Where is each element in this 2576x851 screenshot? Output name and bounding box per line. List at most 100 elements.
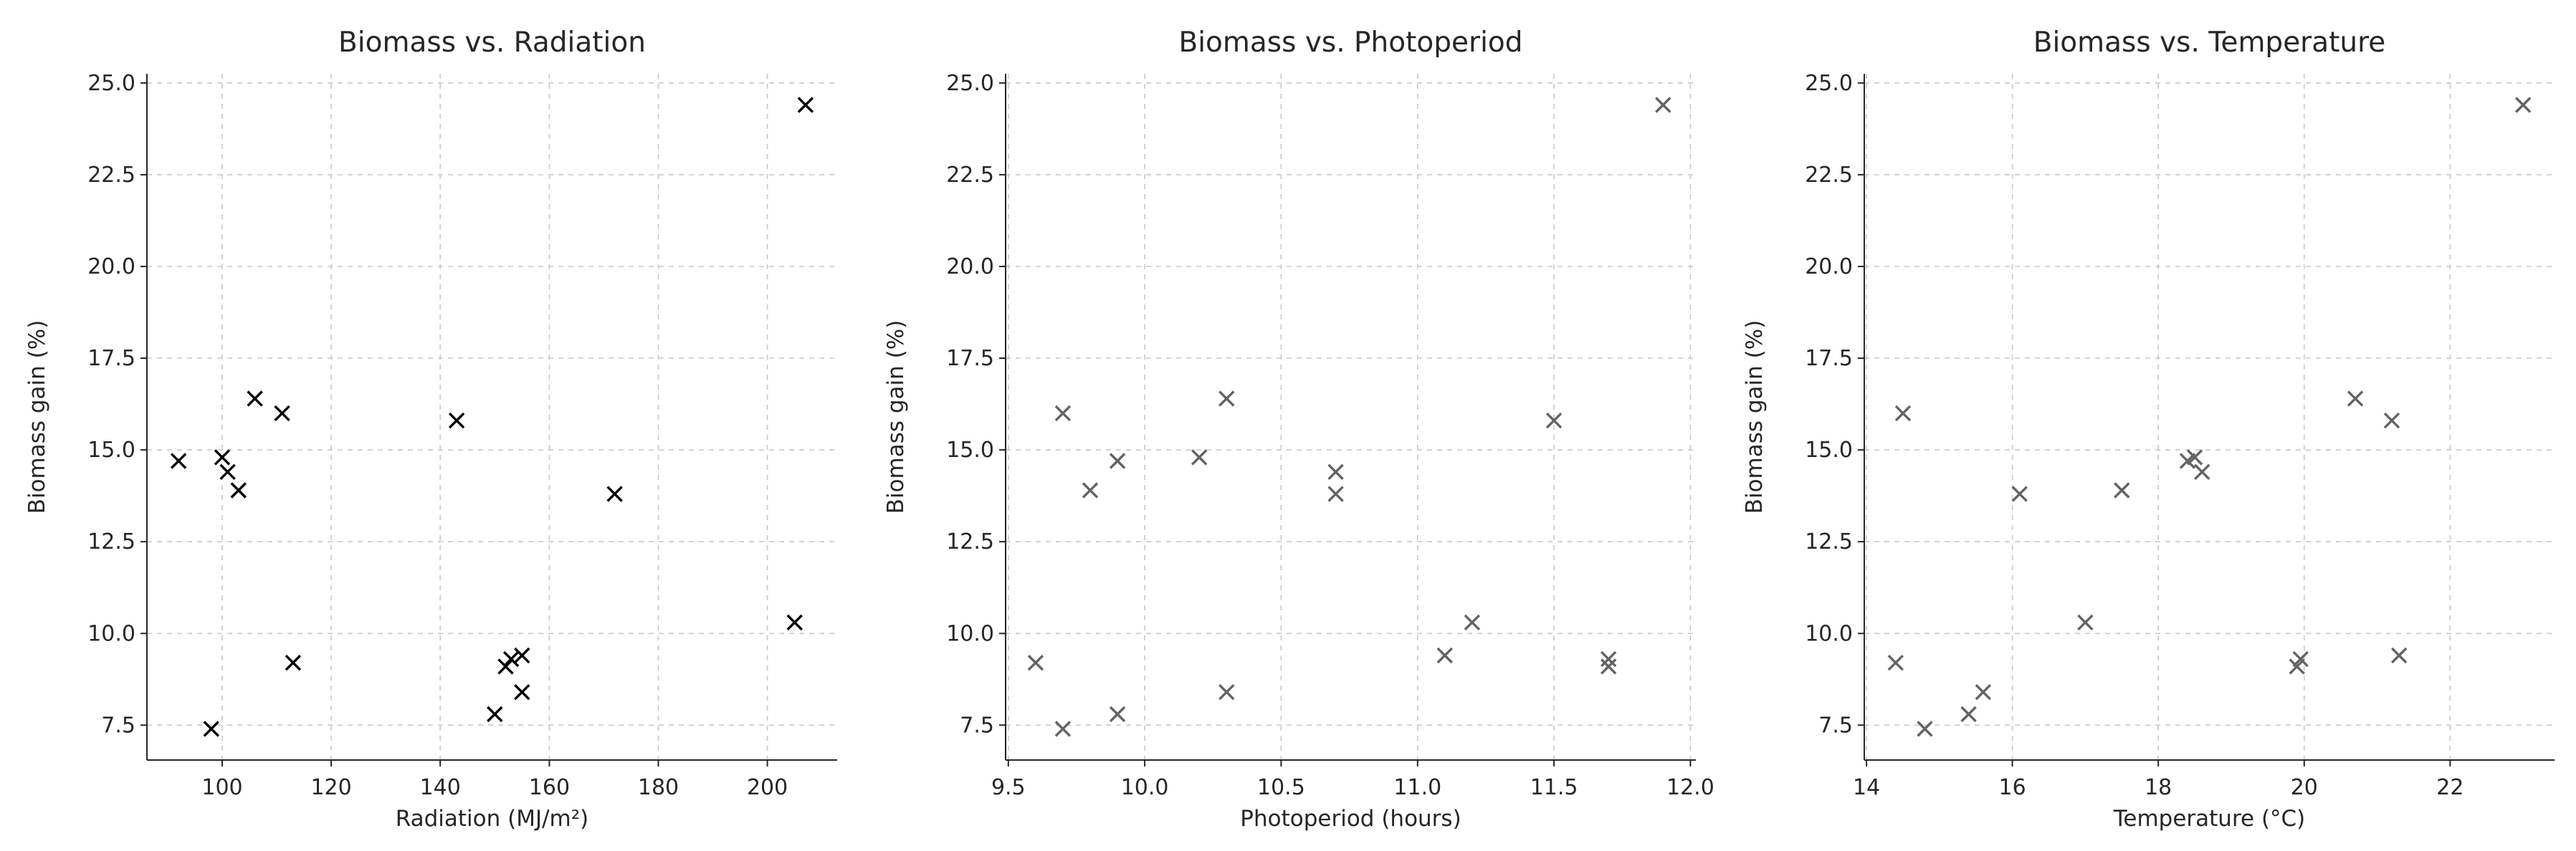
y-tick-label: 17.5 [946, 346, 994, 371]
data-point-marker [2514, 97, 2532, 113]
chart-title: Biomass vs. Radiation [338, 27, 646, 59]
x-tick-label: 120 [310, 775, 351, 800]
chart-biomass-vs-photoperiod: 9.5 10.0 10.5 11.0 11.5 12.0 7.5 10.0 12.5 15.0 17… [859, 0, 1717, 851]
y-tick-label: 20.0 [87, 254, 135, 279]
data-point-marker [1218, 390, 1235, 407]
data-point-marker [797, 97, 814, 113]
data-point-marker [2347, 390, 2364, 407]
data-point-marker [2011, 486, 2028, 502]
data-point-marker [1218, 683, 1235, 701]
data-point-marker [230, 482, 247, 499]
y-tick-label: 7.5 [1818, 713, 1853, 738]
data-point-marker [1109, 706, 1126, 723]
data-point-marker [2383, 412, 2400, 429]
data-point-marker [514, 647, 530, 664]
x-tick-label: 140 [420, 775, 461, 800]
x-tick-label: 11.0 [1393, 775, 1441, 800]
y-tick-label: 22.5 [87, 163, 135, 188]
data-point-marker [786, 614, 803, 631]
chart-title: Biomass vs. Temperature [2033, 27, 2386, 59]
x-tick-label: 10.5 [1257, 775, 1305, 800]
data-point-marker [1027, 654, 1044, 671]
x-tick-label: 18 [2145, 775, 2172, 800]
data-point-marker [285, 654, 302, 671]
y-tick-label: 22.5 [946, 163, 994, 188]
data-point-marker [1054, 721, 1072, 737]
x-tick-label: 22 [2436, 775, 2463, 800]
data-point-marker [1191, 449, 1208, 466]
data-point-marker [219, 463, 236, 481]
data-point-marker [170, 453, 187, 469]
scatter-plot-photoperiod: 9.5 10.0 10.5 11.0 11.5 12.0 7.5 10.0 12.5 15.0 17… [883, 27, 1714, 832]
x-tick-label: 16 [1999, 775, 2026, 800]
data-point-marker [1975, 683, 1992, 701]
data-point-marker [2390, 647, 2408, 664]
data-point-marker [2292, 650, 2309, 668]
data-point-marker [1082, 482, 1099, 499]
data-point-marker [2114, 482, 2130, 499]
data-point-marker [1327, 486, 1344, 502]
y-tick-label: 7.5 [101, 713, 135, 738]
data-point-marker [1894, 405, 1912, 422]
y-tick-label: 7.5 [960, 713, 994, 738]
y-tick-label: 25.0 [1805, 71, 1853, 96]
x-tick-label: 12.0 [1666, 775, 1714, 800]
data-point-marker [1327, 463, 1344, 481]
x-tick-label: 180 [638, 775, 679, 800]
chart-title: Biomass vs. Photoperiod [1178, 27, 1522, 59]
x-tick-label: 11.5 [1530, 775, 1578, 800]
x-tick-label: 10.0 [1121, 775, 1169, 800]
y-tick-label: 15.0 [946, 438, 994, 463]
x-axis-label: Radiation (MJ/m²) [396, 806, 589, 832]
y-tick-label: 25.0 [946, 71, 994, 96]
data-point-marker [1436, 647, 1454, 664]
y-tick-label: 17.5 [1805, 346, 1853, 371]
data-point-marker [2077, 614, 2094, 631]
scatter-plot-radiation: 100 120 140 160 180 200 7.5 10.0 12.5 15.0 17.5 20.… [24, 27, 837, 832]
data-point-marker [1464, 614, 1481, 631]
data-point-marker [1887, 654, 1904, 671]
y-tick-label: 20.0 [946, 254, 994, 279]
data-point-marker [1545, 412, 1563, 429]
x-axis-label: Photoperiod (hours) [1240, 806, 1461, 832]
y-tick-label: 20.0 [1805, 254, 1853, 279]
chart-biomass-vs-radiation: 100 120 140 160 180 200 7.5 10.0 12.5 15.0 17.5 20.… [0, 0, 859, 851]
data-point-marker [1054, 405, 1072, 422]
data-point-marker [1655, 97, 1671, 113]
x-axis-label: Temperature (°C) [2113, 806, 2306, 832]
data-point-marker [1109, 453, 1126, 469]
data-point-marker [2186, 449, 2203, 466]
y-axis-label: Biomass gain (%) [883, 320, 909, 514]
data-point-marker [448, 412, 465, 429]
y-tick-label: 12.5 [946, 529, 994, 554]
y-tick-label: 10.0 [946, 621, 994, 646]
data-point-marker [514, 683, 530, 701]
data-point-marker [1960, 706, 1977, 723]
y-tick-label: 15.0 [1805, 438, 1853, 463]
data-point-marker [247, 390, 263, 407]
data-point-marker [487, 706, 503, 723]
x-tick-label: 160 [529, 775, 570, 800]
data-point-marker [2194, 463, 2210, 481]
data-point-marker [1600, 650, 1617, 668]
data-point-marker [497, 658, 514, 675]
x-tick-label: 100 [201, 775, 242, 800]
scatter-plot-temperature: 14 16 18 20 22 7.5 10.0 12.5 15.0 17.5 20.0 22.5 25.… [1742, 27, 2554, 832]
data-point-marker [203, 721, 220, 737]
y-tick-label: 12.5 [87, 529, 135, 554]
y-tick-label: 12.5 [1805, 529, 1853, 554]
x-tick-label: 200 [747, 775, 788, 800]
x-tick-label: 9.5 [991, 775, 1026, 800]
data-point-marker [274, 405, 290, 422]
y-tick-label: 22.5 [1805, 163, 1853, 188]
data-point-marker [1917, 721, 1933, 737]
y-axis-label: Biomass gain (%) [24, 320, 50, 514]
x-tick-label: 20 [2291, 775, 2318, 800]
y-tick-label: 15.0 [87, 438, 135, 463]
data-point-marker [1600, 658, 1617, 675]
data-point-marker [502, 650, 520, 668]
y-axis-label: Biomass gain (%) [1742, 320, 1768, 514]
y-tick-label: 10.0 [1805, 621, 1853, 646]
data-point-marker [214, 449, 231, 466]
